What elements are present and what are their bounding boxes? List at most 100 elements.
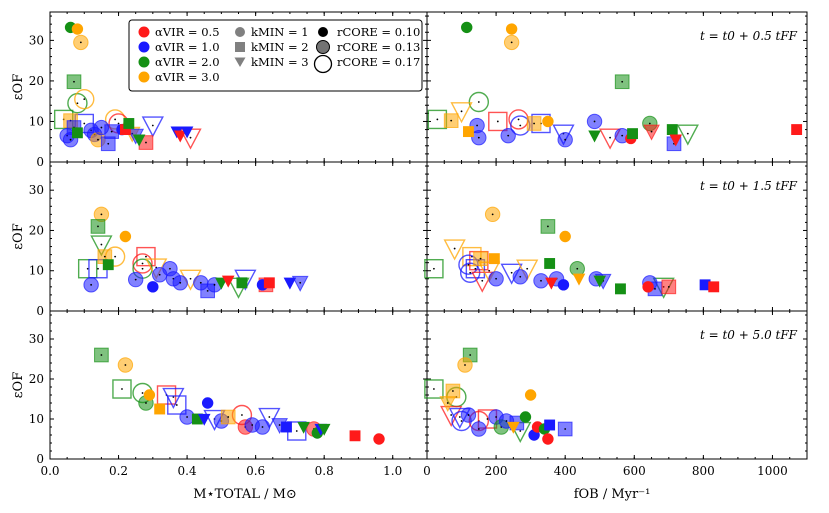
data-point-center-dot: [189, 277, 192, 280]
legend-kmin-square: [235, 42, 245, 52]
data-point: [201, 397, 214, 409]
y-tick-label: 10: [29, 264, 44, 278]
legend-alpha-marker: [138, 71, 150, 83]
data-point-center-dot: [69, 138, 72, 141]
data-point-center-dot: [141, 262, 144, 265]
legend-rcore-medium: [316, 40, 330, 54]
data-point: [173, 130, 187, 143]
legend-alpha-3: αVIR = 2.0: [155, 55, 220, 69]
legend-kmin-3: kMIN = 3: [251, 55, 309, 69]
y-axis-label: εOF: [11, 74, 26, 100]
legend-alpha-marker: [138, 41, 150, 53]
data-point: [598, 128, 622, 150]
data-point: [443, 239, 466, 261]
data-point-center-dot: [121, 388, 123, 390]
time-annotation: t = t0 + 1.5 tFF: [700, 179, 798, 193]
data-point-center-dot: [564, 138, 567, 141]
data-point: [154, 403, 166, 415]
data-point: [263, 277, 275, 289]
data-point: [67, 93, 88, 114]
data-point-center-dot: [648, 122, 651, 125]
data-point-center-dot: [507, 134, 510, 137]
data-point-center-dot: [540, 279, 542, 282]
legend-alpha-marker: [138, 56, 150, 68]
data-point-center-dot: [517, 118, 520, 121]
data-point-center-dot: [189, 136, 192, 139]
data-point-center-dot: [469, 271, 472, 274]
data-point-center-dot: [124, 364, 127, 366]
data-point-center-dot: [654, 287, 656, 290]
data-point: [119, 230, 132, 243]
data-point-center-dot: [453, 247, 456, 250]
data-point-center-dot: [100, 354, 103, 356]
data-point: [463, 126, 474, 138]
data-point-center-dot: [505, 420, 508, 422]
data-point-center-dot: [103, 255, 106, 258]
data-point-center-dot: [179, 281, 182, 284]
legend-kmin-2: kMIN = 2: [251, 40, 309, 54]
data-point: [669, 134, 683, 147]
data-point-center-dot: [90, 283, 93, 286]
y-tick-label: 10: [29, 412, 44, 426]
data-point-center-dot: [686, 132, 689, 135]
data-point: [559, 230, 571, 243]
data-point-center-dot: [464, 364, 466, 366]
data-point: [615, 283, 626, 295]
data-point: [71, 23, 84, 35]
data-point: [373, 433, 385, 445]
data-point-center-dot: [141, 392, 144, 394]
data-point: [281, 421, 292, 433]
y-tick-label: 30: [29, 33, 44, 47]
data-point-center-dot: [100, 213, 103, 216]
data-point-center-dot: [467, 263, 470, 266]
data-point-center-dot: [73, 80, 75, 83]
y-tick-label: 0: [36, 304, 44, 318]
data-point-center-dot: [151, 124, 154, 127]
data-point-center-dot: [519, 430, 522, 432]
data-point-center-dot: [100, 243, 103, 246]
y-tick-label: 20: [29, 372, 44, 386]
data-point: [349, 430, 361, 442]
data-point: [544, 419, 556, 431]
panel-r1-c0: 0 10 20 30 εOF: [11, 161, 428, 318]
data-point-center-dot: [83, 98, 86, 101]
data-point-center-dot: [450, 414, 453, 416]
data-point: [708, 281, 720, 293]
data-point: [488, 253, 500, 265]
data-point-center-dot: [460, 420, 463, 422]
data-point-center-dot: [467, 414, 470, 416]
data-point-center-dot: [76, 102, 79, 105]
x-tick-label: 0.2: [109, 464, 128, 478]
legend-rcore-1: rCORE = 0.10: [337, 25, 420, 39]
data-point-center-dot: [86, 267, 89, 270]
legend-rcore-large: [313, 54, 333, 74]
data-point: [593, 275, 607, 288]
data-point-center-dot: [79, 41, 82, 44]
data-point-center-dot: [496, 120, 499, 123]
data-point: [627, 128, 638, 140]
data-point-center-dot: [452, 390, 454, 392]
data-point-center-dot: [134, 278, 137, 281]
y-tick-label: 30: [29, 332, 44, 346]
data-point-center-dot: [446, 402, 449, 404]
data-point: [440, 405, 463, 427]
data-point: [642, 281, 654, 293]
data-point-center-dot: [491, 213, 494, 216]
data-point: [132, 253, 153, 274]
data-point-center-dot: [186, 416, 188, 418]
data-point-center-dot: [495, 277, 497, 280]
data-point-center-dot: [564, 428, 567, 430]
data-point-center-dot: [117, 122, 120, 125]
legend-rcore-3: rCORE = 0.17: [337, 55, 420, 69]
data-point: [544, 258, 556, 269]
y-tick-label: 0: [36, 452, 44, 466]
data-point-center-dot: [533, 122, 535, 125]
data-point-center-dot: [469, 354, 472, 356]
panel-r1-c1: t = t0 + 1.5 tFF: [424, 161, 808, 312]
data-point: [147, 281, 159, 293]
panel-r2-c0: 0 10 20 30 0.0 0.2 0.4 0.6 0.8 1.0 εOF: [11, 310, 428, 478]
panel-frame: [49, 310, 428, 460]
data-point: [221, 275, 235, 288]
data-point-center-dot: [278, 424, 281, 426]
data-point-center-dot: [477, 101, 480, 103]
